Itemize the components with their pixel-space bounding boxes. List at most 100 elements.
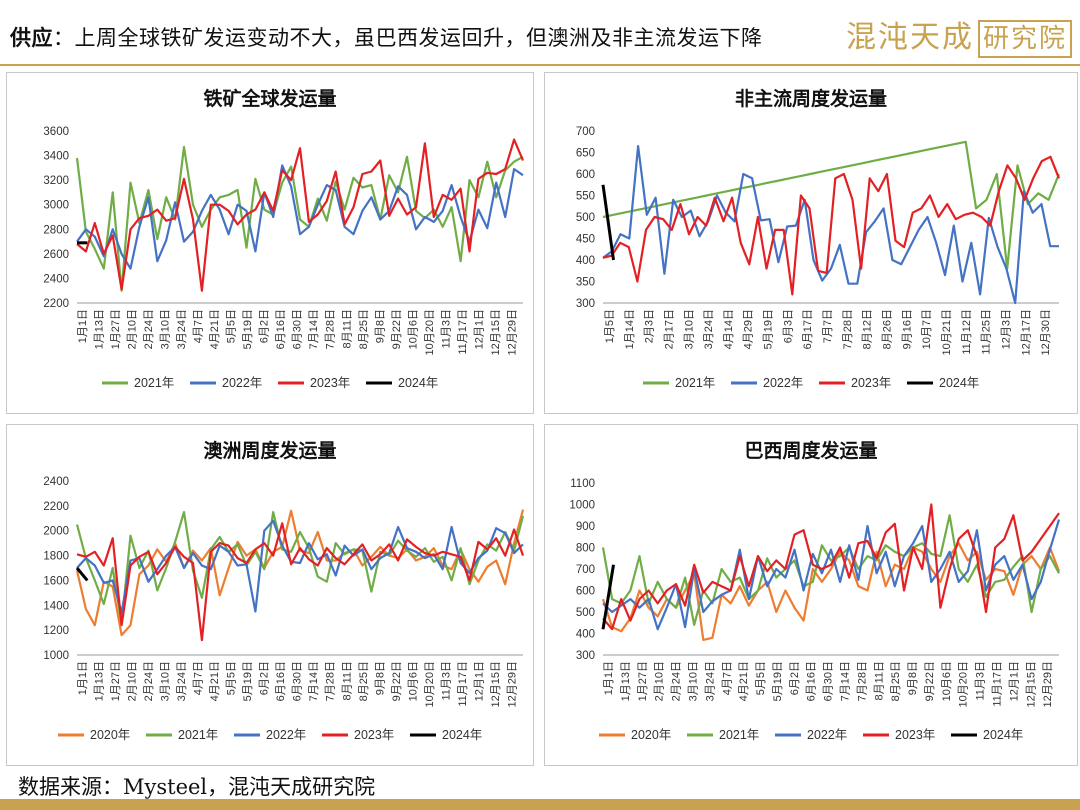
x-tick-label: 7月28日 xyxy=(842,309,854,349)
x-tick-label: 4月21日 xyxy=(209,661,221,701)
y-tick-label: 500 xyxy=(576,607,595,619)
series-line xyxy=(75,145,524,292)
x-tick-label: 9月22日 xyxy=(391,661,403,701)
header: 供应：上周全球铁矿发运变动不大，虽巴西发运回升，但澳洲及非主流发运下降 混沌天成… xyxy=(0,0,1080,66)
x-tick-label: 6月16日 xyxy=(275,661,287,701)
legend-label: 2021年 xyxy=(178,728,218,742)
y-tick-label: 2800 xyxy=(43,224,69,236)
series-line xyxy=(75,510,525,625)
x-tick-label: 7月28日 xyxy=(856,661,868,701)
x-tick-label: 10月20日 xyxy=(958,661,970,707)
x-tick-label: 4月14日 xyxy=(723,309,735,349)
x-tick-label: 3月24日 xyxy=(704,661,716,701)
footer-bar xyxy=(0,799,1080,810)
company-logo: 混沌天成 研究院 xyxy=(846,12,1073,58)
series-line xyxy=(601,564,615,630)
y-tick-label: 1100 xyxy=(570,478,595,490)
headline-label: 供应 xyxy=(10,25,53,50)
x-tick-label: 2月24日 xyxy=(143,309,155,349)
y-tick-label: 1400 xyxy=(43,600,69,612)
x-tick-label: 10月20日 xyxy=(424,309,436,355)
x-tick-label: 4月21日 xyxy=(209,309,221,349)
y-tick-label: 450 xyxy=(576,234,595,246)
chart-title: 铁矿全球发运量 xyxy=(203,87,336,110)
legend-label: 2024年 xyxy=(398,376,438,390)
y-tick-label: 1200 xyxy=(43,625,69,637)
x-tick-label: 1月27日 xyxy=(110,309,122,349)
y-tick-label: 1800 xyxy=(43,551,69,563)
x-tick-label: 2月17日 xyxy=(663,309,675,349)
x-tick-label: 12月3日 xyxy=(1000,309,1012,349)
x-tick-label: 5月19日 xyxy=(242,661,254,701)
legend-label: 2021年 xyxy=(134,376,174,390)
x-tick-label: 4月29日 xyxy=(743,309,755,349)
x-tick-label: 2月24日 xyxy=(671,661,683,701)
x-tick-label: 11月3日 xyxy=(440,661,452,701)
y-tick-label: 500 xyxy=(576,212,595,224)
chart-title: 非主流周度发运量 xyxy=(735,87,887,110)
x-tick-label: 5月5日 xyxy=(226,661,238,695)
x-tick-label: 7月14日 xyxy=(308,309,320,349)
y-tick-label: 900 xyxy=(576,521,595,533)
x-tick-label: 2月3日 xyxy=(644,309,656,343)
logo-main: 混沌天成 xyxy=(846,20,974,55)
y-tick-label: 400 xyxy=(576,255,595,267)
chart-brazil-shipments: 巴西周度发运量 300 400 500 600 700 800 900 1000 1100 1月1日… xyxy=(569,439,1061,742)
x-tick-label: 10月21日 xyxy=(941,309,953,355)
y-tick-label: 300 xyxy=(576,298,595,310)
x-tick-label: 8月25日 xyxy=(890,661,902,701)
x-tick-label: 2月10日 xyxy=(127,309,139,349)
y-tick-label: 2400 xyxy=(43,273,69,285)
x-tick-label: 9月22日 xyxy=(924,661,936,701)
x-tick-label: 12月29日 xyxy=(506,661,518,707)
x-tick-label: 8月11日 xyxy=(341,661,353,701)
x-tick-label: 4月7日 xyxy=(721,661,733,695)
legend-label: 2020年 xyxy=(90,728,130,742)
x-tick-label: 9月8日 xyxy=(374,661,386,695)
x-tick-label: 6月30日 xyxy=(292,309,304,349)
chart-panel-nonmainstream: 非主流周度发运量 300 350 400 450 500 550 600 650 700 1月5日 1… xyxy=(544,72,1078,414)
x-tick-label: 6月16日 xyxy=(806,661,818,701)
legend-label: 2023年 xyxy=(354,728,394,742)
x-tick-label: 1月13日 xyxy=(620,661,632,701)
x-tick-label: 7月28日 xyxy=(325,661,337,701)
legend-label: 2024年 xyxy=(983,728,1023,742)
x-tick-label: 6月3日 xyxy=(782,309,794,343)
y-tick-label: 400 xyxy=(576,629,595,641)
x-tick-label: 6月2日 xyxy=(789,661,801,695)
series-line xyxy=(76,522,525,642)
y-tick-label: 2400 xyxy=(43,476,69,488)
chart-panel-global: 铁矿全球发运量 2200 2400 2600 2800 3000 3200 3400 3600 1… xyxy=(6,72,534,414)
x-tick-label: 12月1日 xyxy=(473,309,485,349)
chart-panel-australia: 澳洲周度发运量 1000 1200 1400 1600 1800 2000 2200 2400 1… xyxy=(6,424,534,766)
y-tick-label: 700 xyxy=(576,126,595,138)
chart-global-shipments: 铁矿全球发运量 2200 2400 2600 2800 3000 3200 3400 3600 1… xyxy=(43,87,525,390)
y-tick-label: 800 xyxy=(576,543,595,555)
series-line xyxy=(602,155,1061,296)
x-tick-label: 4月7日 xyxy=(193,661,205,695)
x-tick-label: 1月1日 xyxy=(77,309,89,343)
legend-label: 2021年 xyxy=(675,376,715,390)
x-tick-label: 3月24日 xyxy=(176,309,188,349)
x-tick-label: 12月15日 xyxy=(490,309,502,355)
y-tick-label: 3600 xyxy=(43,126,69,138)
x-tick-label: 12月29日 xyxy=(1042,661,1054,707)
y-tick-label: 1600 xyxy=(43,575,69,587)
x-tick-label: 10月6日 xyxy=(407,309,419,349)
x-tick-label: 1月5日 xyxy=(604,309,616,343)
x-tick-label: 5月19日 xyxy=(763,309,775,349)
x-tick-label: 6月2日 xyxy=(259,661,271,695)
x-tick-label: 1月27日 xyxy=(110,661,122,701)
x-tick-label: 9月16日 xyxy=(901,309,913,349)
y-tick-label: 2000 xyxy=(43,526,69,538)
x-tick-label: 1月13日 xyxy=(93,661,105,701)
x-tick-label: 11月17日 xyxy=(457,309,469,355)
x-tick-label: 8月25日 xyxy=(358,309,370,349)
x-tick-label: 12月17日 xyxy=(1020,309,1032,355)
x-tick-label: 12月29日 xyxy=(506,309,518,355)
y-tick-label: 650 xyxy=(576,148,595,160)
x-tick-label: 7月7日 xyxy=(822,309,834,343)
x-tick-label: 3月10日 xyxy=(160,309,172,349)
x-tick-label: 6月17日 xyxy=(802,309,814,349)
logo-boxed: 研究院 xyxy=(978,20,1073,58)
